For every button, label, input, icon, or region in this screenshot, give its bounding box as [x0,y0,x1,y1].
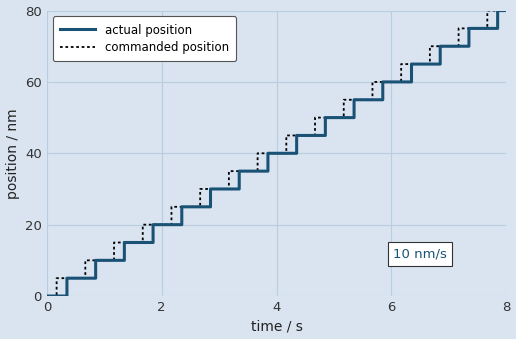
actual position [294,151,300,155]
commanded position [54,294,60,298]
commanded position [427,62,433,66]
actual position [437,62,443,66]
actual position [351,116,357,120]
actual position [322,116,329,120]
commanded position [226,169,232,173]
commanded position [254,151,261,155]
Y-axis label: position / nm: position / nm [6,108,20,199]
commanded position [398,62,404,66]
Legend: actual position, commanded position: actual position, commanded position [53,17,236,61]
actual position [150,223,156,227]
commanded position [197,205,203,209]
actual position [150,240,156,244]
actual position [494,26,501,31]
commanded position [312,116,318,120]
actual position [322,134,329,138]
actual position [380,98,386,102]
commanded position [254,169,261,173]
actual position [265,169,271,173]
actual position [294,134,300,138]
actual position [92,258,99,262]
Line: commanded position: commanded position [47,11,506,296]
commanded position [283,134,289,138]
actual position [351,98,357,102]
commanded position [197,187,203,191]
actual position [207,187,214,191]
Line: actual position: actual position [47,11,506,296]
commanded position [312,134,318,138]
actual position [64,294,70,298]
actual position [380,80,386,84]
Text: 10 nm/s: 10 nm/s [393,247,447,260]
commanded position [369,98,376,102]
actual position [408,62,414,66]
commanded position [341,116,347,120]
commanded position [456,44,462,48]
commanded position [82,276,88,280]
commanded position [111,258,117,262]
commanded position [369,80,376,84]
actual position [437,44,443,48]
commanded position [341,98,347,102]
actual position [64,276,70,280]
commanded position [168,205,174,209]
actual position [466,44,472,48]
commanded position [54,276,60,280]
commanded position [398,80,404,84]
actual position [44,294,50,298]
commanded position [82,258,88,262]
commanded position [140,223,146,227]
actual position [179,205,185,209]
commanded position [484,26,490,31]
actual position [503,8,509,13]
actual position [494,8,501,13]
actual position [121,240,127,244]
actual position [408,80,414,84]
commanded position [484,8,490,13]
commanded position [140,240,146,244]
actual position [179,223,185,227]
commanded position [226,187,232,191]
commanded position [503,8,509,13]
commanded position [456,26,462,31]
X-axis label: time / s: time / s [251,319,302,334]
actual position [265,151,271,155]
commanded position [111,240,117,244]
actual position [121,258,127,262]
commanded position [168,223,174,227]
actual position [466,26,472,31]
actual position [236,169,243,173]
commanded position [427,44,433,48]
actual position [207,205,214,209]
commanded position [283,151,289,155]
commanded position [44,294,50,298]
actual position [236,187,243,191]
actual position [92,276,99,280]
